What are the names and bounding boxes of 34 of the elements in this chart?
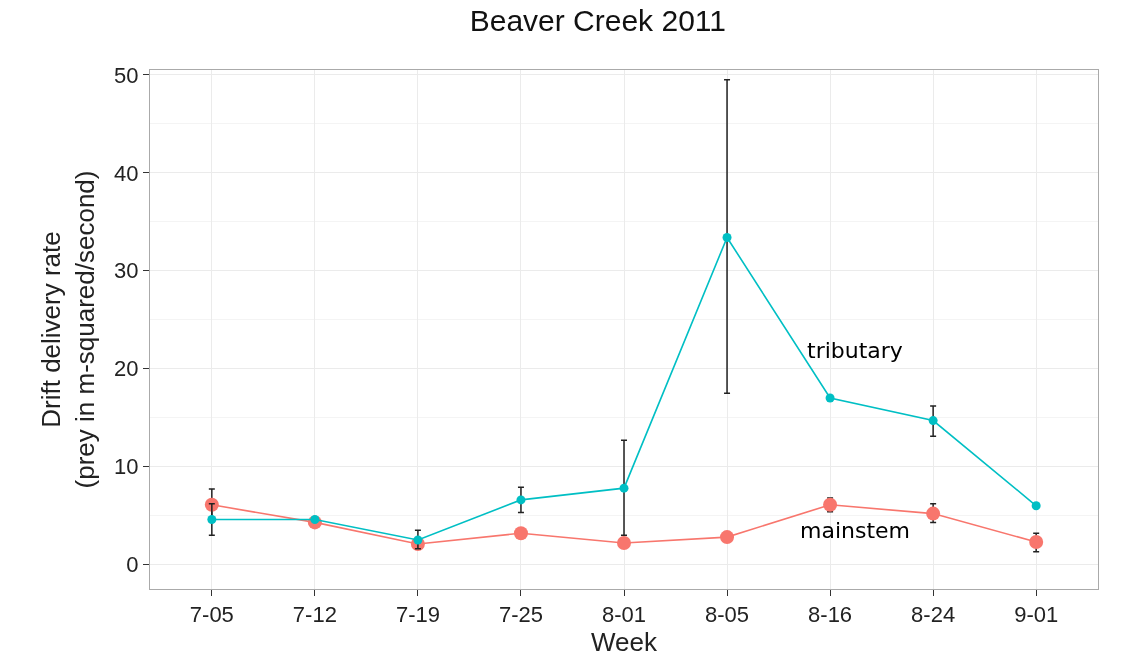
point [516, 495, 526, 505]
point [720, 530, 735, 545]
x-tick-label: 7-19 [395, 602, 440, 628]
x-tick-label: 8-16 [808, 602, 853, 628]
x-tick-label: 9-01 [1014, 602, 1059, 628]
y-tick-label: 30 [114, 258, 139, 284]
y-tick-label: 40 [114, 160, 139, 186]
x-tick-label: 8-05 [705, 602, 750, 628]
point [1031, 501, 1041, 511]
x-tick-label: 7-25 [498, 602, 543, 628]
point [823, 497, 838, 512]
y-axis-title: Drift delivery rate (prey in m-squared/second) [35, 170, 100, 489]
point [825, 393, 835, 403]
point [926, 506, 941, 521]
x-tick-label: 7-05 [189, 602, 234, 628]
y-tick-label: 20 [114, 356, 139, 382]
y-tick-label: 0 [126, 552, 139, 578]
point [722, 232, 732, 242]
point [413, 535, 423, 545]
point [513, 526, 528, 541]
point [1029, 535, 1044, 549]
y-tick-label: 50 [114, 62, 139, 88]
y-tick-label: 10 [114, 454, 139, 480]
point [617, 535, 631, 550]
series-label: tributary [807, 338, 903, 363]
point [207, 514, 217, 524]
chart-title: Beaver Creek 2011 [469, 3, 726, 37]
x-tick-label: 8-24 [911, 602, 956, 628]
series-label: mainstem [800, 518, 911, 543]
point [619, 483, 629, 493]
point [928, 416, 938, 426]
x-tick-label: 8-01 [601, 602, 647, 628]
x-tick-label: 7-12 [292, 602, 337, 628]
x-axis-title: Week [591, 627, 658, 658]
